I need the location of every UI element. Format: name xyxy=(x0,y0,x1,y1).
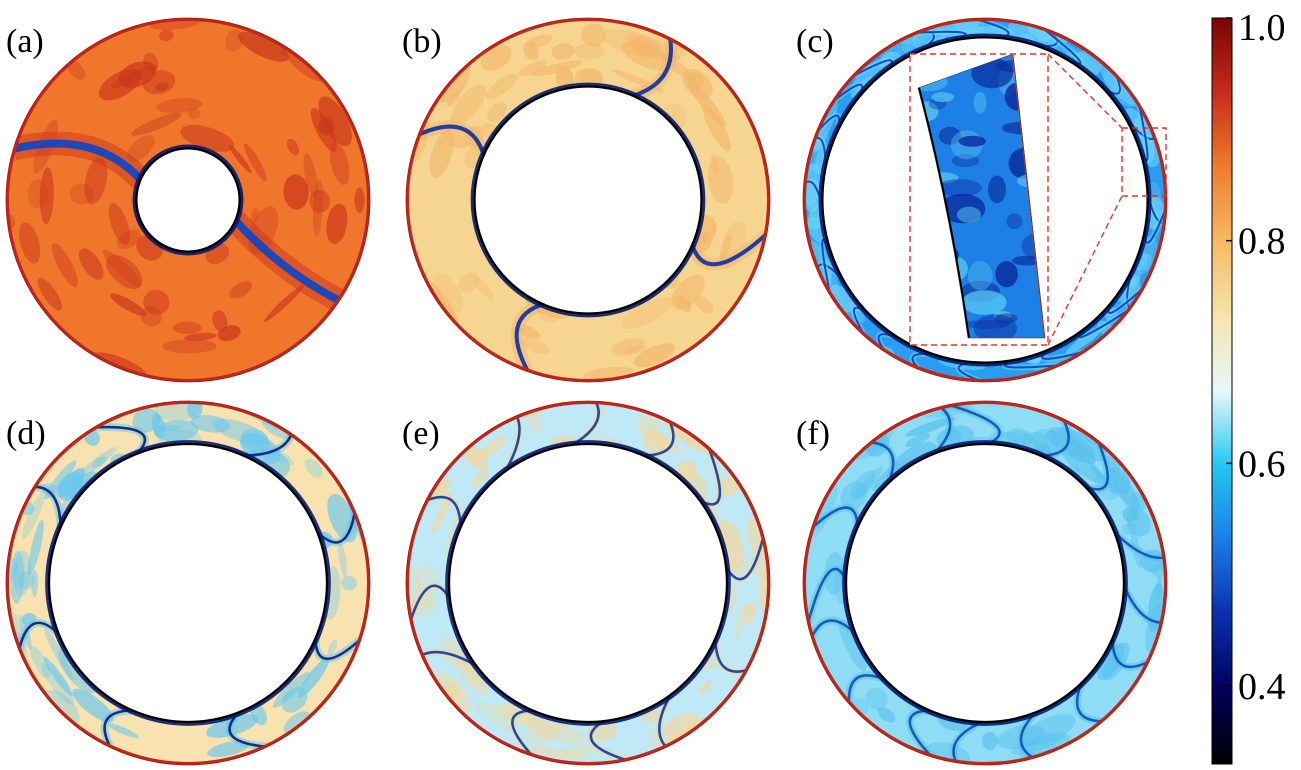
inner-wall xyxy=(846,444,1124,722)
annulus-field xyxy=(406,18,770,382)
inner-wall xyxy=(136,148,240,252)
zoom-source-box xyxy=(1121,127,1167,197)
outer-wall xyxy=(5,17,371,383)
panel-a xyxy=(5,17,371,383)
zoom-connector xyxy=(1047,53,1123,129)
inner-wall xyxy=(474,86,702,314)
colorbar-tick-1-0: 1.0 xyxy=(1238,7,1286,49)
colorbar-tick-0-6: 0.6 xyxy=(1238,443,1286,485)
panel-f xyxy=(802,400,1168,766)
zoom-connector xyxy=(1047,195,1123,346)
panel-d xyxy=(5,400,371,766)
colorbar-tick-0-8: 0.8 xyxy=(1238,221,1286,263)
colorbar-tick-0-4: 0.4 xyxy=(1238,666,1286,708)
panel-b xyxy=(405,17,771,383)
colorbar: 1.0 0.8 0.6 0.4 xyxy=(1211,7,1286,765)
panel-label-c: (c) xyxy=(796,23,834,60)
panel-label-b: (b) xyxy=(402,23,442,60)
outer-wall xyxy=(405,17,771,383)
outer-wall xyxy=(405,400,771,766)
inner-wall xyxy=(49,444,327,722)
outer-wall xyxy=(802,17,1168,383)
zoom-inset-frame xyxy=(909,53,1049,346)
panel-label-d: (d) xyxy=(6,415,46,452)
outer-wall xyxy=(5,400,371,766)
panel-label-f: (f) xyxy=(796,415,830,452)
zoom-inset xyxy=(909,53,1167,346)
inner-wall xyxy=(449,444,727,722)
panel-e xyxy=(405,400,771,766)
outer-wall xyxy=(802,400,1168,766)
panel-label-e: (e) xyxy=(402,415,440,452)
annulus-field xyxy=(6,18,370,382)
panel-label-a: (a) xyxy=(6,23,44,60)
colorbar-gradient xyxy=(1211,17,1233,765)
panel-c xyxy=(802,17,1168,383)
